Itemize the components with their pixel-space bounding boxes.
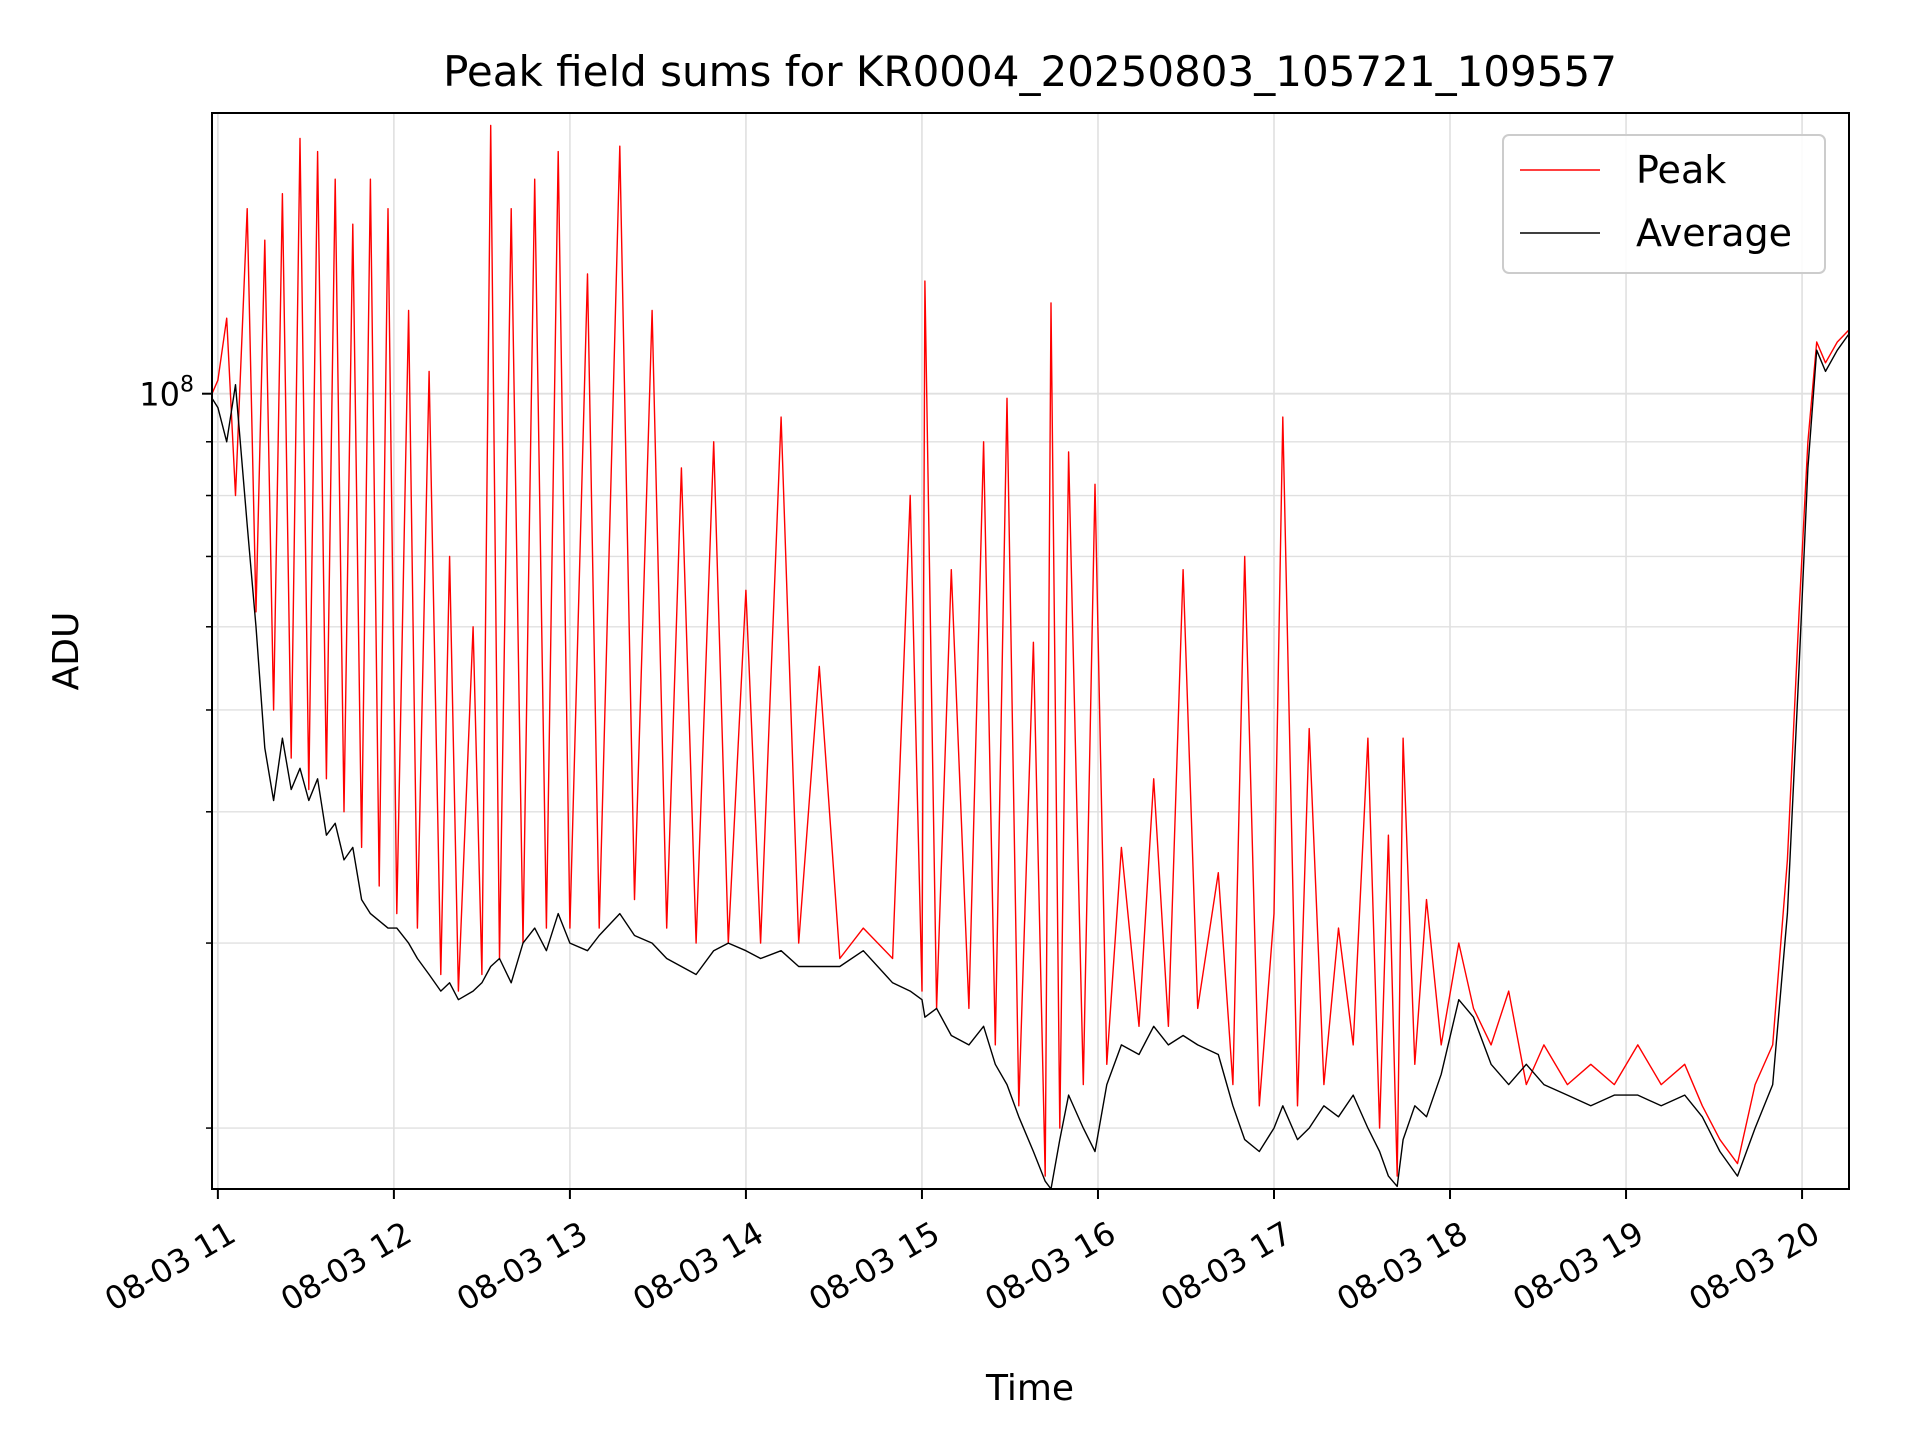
legend-label-peak: Peak: [1636, 148, 1726, 192]
series-line-average: [211, 333, 1850, 1190]
y-axis-label: ADU: [46, 612, 87, 691]
legend-label-average: Average: [1636, 211, 1792, 255]
chart-title: Peak field sums for KR0004_20250803_1057…: [443, 47, 1617, 96]
series-layer: [211, 124, 1850, 1190]
y-tick-label: 108: [139, 373, 194, 414]
grid-layer: [212, 113, 1849, 1189]
legend: Peak Average: [1502, 134, 1826, 274]
plot-frame: [211, 112, 1850, 1190]
x-axis-label: Time: [985, 1368, 1074, 1409]
series-line-peak: [211, 124, 1850, 1177]
